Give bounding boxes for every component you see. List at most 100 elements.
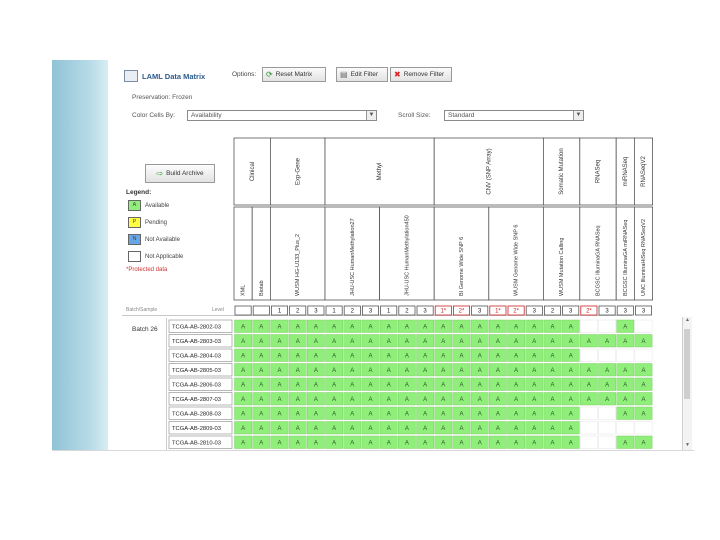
matrix-cell[interactable]	[580, 421, 598, 435]
matrix-cell[interactable]	[434, 348, 453, 362]
matrix-cell[interactable]	[634, 334, 653, 348]
matrix-cell[interactable]	[470, 392, 489, 406]
matrix-cell[interactable]	[543, 406, 562, 420]
matrix-cell[interactable]	[452, 348, 471, 362]
matrix-cell[interactable]	[288, 319, 307, 333]
matrix-cell[interactable]	[489, 377, 507, 391]
matrix-cell[interactable]	[616, 377, 635, 391]
matrix-cell[interactable]	[470, 319, 489, 333]
matrix-cell[interactable]	[398, 406, 416, 420]
matrix-cell[interactable]	[325, 392, 343, 406]
matrix-cell[interactable]	[325, 421, 343, 435]
matrix-cell[interactable]	[580, 348, 598, 362]
matrix-cell[interactable]	[361, 377, 380, 391]
matrix-cell[interactable]	[288, 435, 307, 449]
matrix-cell[interactable]	[270, 392, 289, 406]
matrix-cell[interactable]	[580, 319, 598, 333]
matrix-cell[interactable]	[307, 392, 325, 406]
sample-id-cell[interactable]	[168, 435, 233, 449]
matrix-cell[interactable]	[561, 319, 580, 333]
matrix-cell[interactable]	[361, 319, 380, 333]
matrix-cell[interactable]	[507, 421, 525, 435]
matrix-cell[interactable]	[507, 363, 525, 377]
matrix-cell[interactable]	[234, 377, 252, 391]
matrix-cell[interactable]	[580, 406, 598, 420]
matrix-cell[interactable]	[634, 348, 653, 362]
matrix-cell[interactable]	[343, 435, 362, 449]
matrix-cell[interactable]	[343, 334, 362, 348]
reset-matrix-button[interactable]: ⟳ Reset Matrix	[262, 67, 326, 82]
matrix-cell[interactable]	[379, 348, 398, 362]
matrix-cell[interactable]	[325, 435, 343, 449]
matrix-cell[interactable]	[543, 319, 562, 333]
matrix-cell[interactable]	[234, 348, 252, 362]
matrix-cell[interactable]	[288, 348, 307, 362]
matrix-cell[interactable]	[561, 435, 580, 449]
platform-header-label[interactable]: BCGSC IlluminaGA miRNASeq	[623, 220, 629, 296]
sample-id-label[interactable]: TCGA-AB-2806-03	[172, 382, 221, 388]
matrix-cell[interactable]	[525, 319, 544, 333]
matrix-cell[interactable]	[561, 392, 580, 406]
edit-filter-button[interactable]: ▤ Edit Filter	[336, 67, 388, 82]
matrix-cell[interactable]	[507, 348, 525, 362]
platform-header-label[interactable]: JHU-USC HumanMethylation450	[404, 215, 410, 296]
matrix-cell[interactable]	[434, 406, 453, 420]
matrix-cell[interactable]	[452, 421, 471, 435]
matrix-cell[interactable]	[525, 435, 544, 449]
matrix-cell[interactable]	[489, 421, 507, 435]
platform-header-label[interactable]: BI Genome Wide SNP 6	[459, 237, 465, 296]
matrix-cell[interactable]	[470, 363, 489, 377]
matrix-cell[interactable]	[489, 319, 507, 333]
matrix-cell[interactable]	[343, 348, 362, 362]
matrix-cell[interactable]	[616, 435, 635, 449]
sample-id-cell[interactable]	[168, 348, 233, 362]
matrix-cell[interactable]	[307, 319, 325, 333]
matrix-cell[interactable]	[288, 406, 307, 420]
matrix-cell[interactable]	[561, 334, 580, 348]
matrix-cell[interactable]	[307, 435, 325, 449]
matrix-cell[interactable]	[398, 334, 416, 348]
matrix-cell[interactable]	[616, 334, 635, 348]
matrix-cell[interactable]	[634, 319, 653, 333]
matrix-cell[interactable]	[634, 406, 653, 420]
matrix-cell[interactable]	[580, 334, 598, 348]
sample-id-cell[interactable]	[168, 319, 233, 333]
matrix-cell[interactable]	[343, 363, 362, 377]
matrix-cell[interactable]	[361, 435, 380, 449]
scroll-thumb[interactable]	[684, 329, 690, 399]
matrix-cell[interactable]	[489, 392, 507, 406]
matrix-cell[interactable]	[507, 406, 525, 420]
matrix-cell[interactable]	[416, 334, 434, 348]
matrix-cell[interactable]	[470, 348, 489, 362]
matrix-cell[interactable]	[270, 377, 289, 391]
matrix-cell[interactable]	[343, 377, 362, 391]
matrix-cell[interactable]	[379, 377, 398, 391]
matrix-cell[interactable]	[507, 319, 525, 333]
sample-id-label[interactable]: TCGA-AB-2804-03	[172, 353, 221, 359]
matrix-cell[interactable]	[270, 406, 289, 420]
build-archive-button[interactable]: ⇨ Build Archive	[145, 164, 215, 183]
matrix-cell[interactable]	[561, 377, 580, 391]
matrix-cell[interactable]	[325, 348, 343, 362]
matrix-cell[interactable]	[470, 334, 489, 348]
matrix-cell[interactable]	[234, 406, 252, 420]
sample-id-label[interactable]: TCGA-AB-2802-03	[172, 324, 221, 330]
matrix-cell[interactable]	[452, 377, 471, 391]
scroll-up-icon[interactable]: ▲	[685, 317, 690, 323]
matrix-cell[interactable]	[361, 348, 380, 362]
matrix-cell[interactable]	[398, 348, 416, 362]
matrix-cell[interactable]	[452, 406, 471, 420]
matrix-cell[interactable]	[252, 319, 271, 333]
matrix-cell[interactable]	[343, 392, 362, 406]
sample-id-cell[interactable]	[168, 363, 233, 377]
matrix-cell[interactable]	[507, 392, 525, 406]
matrix-cell[interactable]	[252, 406, 271, 420]
matrix-cell[interactable]	[634, 421, 653, 435]
platform-header-label[interactable]: WUSM Genome Wide SNP 6	[514, 225, 520, 296]
matrix-cell[interactable]	[379, 334, 398, 348]
matrix-cell[interactable]	[234, 363, 252, 377]
matrix-cell[interactable]	[343, 406, 362, 420]
matrix-cell[interactable]	[252, 435, 271, 449]
matrix-cell[interactable]	[252, 392, 271, 406]
scroll-down-icon[interactable]: ▼	[685, 442, 690, 448]
